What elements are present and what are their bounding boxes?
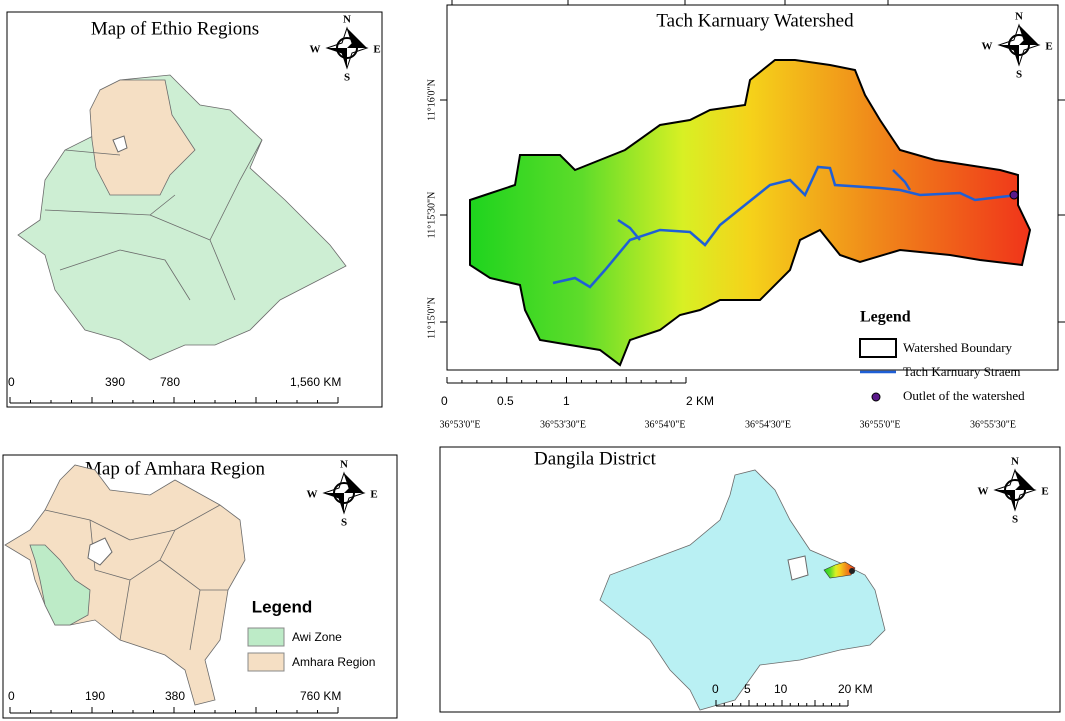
scale-label: 390 xyxy=(105,375,125,389)
scale-label: 2 KM xyxy=(686,394,714,408)
compass-label: E xyxy=(373,44,380,56)
district-shape xyxy=(599,469,886,711)
compass-fill xyxy=(995,470,1035,510)
longitude-label: 36°55'0"E xyxy=(860,419,901,430)
legend-swatch xyxy=(247,627,285,647)
watershed-boundary xyxy=(469,59,1032,367)
legend-label: Watershed Boundary xyxy=(903,340,1013,355)
compass-label: W xyxy=(982,41,993,53)
compass-label: S xyxy=(344,72,350,84)
compass-label: S xyxy=(341,517,347,529)
panel-frame xyxy=(6,11,383,408)
lake xyxy=(87,537,113,566)
lake xyxy=(112,135,128,153)
scale-label: 1 xyxy=(563,394,570,408)
legend-swatch xyxy=(247,652,285,672)
scale-label: 10 xyxy=(774,682,788,696)
compass-fill xyxy=(327,28,367,68)
panel-frame xyxy=(446,4,1059,371)
ethiopia-shape xyxy=(17,74,347,361)
longitude-label: 36°53'30"E xyxy=(540,419,586,430)
awi-zone-shape xyxy=(29,544,91,626)
scale-label: 380 xyxy=(165,689,185,703)
legend-title: Legend xyxy=(860,309,911,326)
panel-title: Dangila District xyxy=(534,448,657,469)
panel-frame xyxy=(2,454,398,719)
amhara-region-shape xyxy=(89,79,196,196)
panel-frame xyxy=(439,446,1061,713)
compass-label: E xyxy=(1041,486,1048,498)
stream xyxy=(892,169,912,191)
compass-label: N xyxy=(1015,11,1023,23)
compass-label: N xyxy=(340,459,348,471)
scale-label: 20 KM xyxy=(838,682,873,696)
lake xyxy=(787,555,809,581)
scale-label: 1,560 KM xyxy=(290,375,341,389)
compass-label: W xyxy=(310,44,321,56)
scale-label: 0 xyxy=(712,682,719,696)
legend-label: Tach Karnuary Straem xyxy=(903,364,1020,379)
graticule-ticks xyxy=(440,0,1065,323)
compass-label: N xyxy=(343,14,351,26)
longitude-label: 36°54'0"E xyxy=(645,419,686,430)
zone-boundaries xyxy=(44,504,228,651)
compass-label: S xyxy=(1016,69,1022,81)
scale-label: 0 xyxy=(8,689,15,703)
legend-label: Awi Zone xyxy=(292,630,342,644)
scale-label: 760 KM xyxy=(300,689,341,703)
latitude-label: 11°15'30"N xyxy=(426,192,437,239)
scale-label: 0 xyxy=(8,375,15,389)
legend-swatch xyxy=(871,392,881,402)
stream xyxy=(552,165,1019,289)
scale-label: 0.5 xyxy=(497,394,514,408)
scale-label: 190 xyxy=(85,689,105,703)
outlet-point xyxy=(1009,190,1019,200)
legend-label: Outlet of the watershed xyxy=(903,388,1025,403)
compass-fill xyxy=(324,473,364,513)
legend-label: Amhara Region xyxy=(292,655,375,669)
compass-label: W xyxy=(307,489,318,501)
region-boundaries xyxy=(44,139,263,301)
panel-title: Tach Karnuary Watershed xyxy=(656,10,854,31)
watershed-location xyxy=(823,561,856,579)
compass-fill xyxy=(999,25,1039,65)
longitude-label: 36°53'0"E xyxy=(440,419,481,430)
amhara-shape xyxy=(4,464,246,706)
latitude-label: 11°16'0"N xyxy=(426,79,437,121)
scale-label: 5 xyxy=(744,682,751,696)
stream xyxy=(617,218,641,241)
outlet-point xyxy=(849,568,855,574)
panel-title: Map of Amhara Region xyxy=(85,458,265,479)
legend-swatch xyxy=(859,338,897,358)
legend-title: Legend xyxy=(252,597,312,616)
scale-label: 780 xyxy=(160,375,180,389)
compass-label: W xyxy=(978,486,989,498)
scale-label: 0 xyxy=(441,394,448,408)
latitude-label: 11°15'0"N xyxy=(426,297,437,339)
compass-label: E xyxy=(370,489,377,501)
compass-label: E xyxy=(1045,41,1052,53)
longitude-label: 36°54'30"E xyxy=(745,419,791,430)
compass-label: N xyxy=(1011,456,1019,468)
compass-label: S xyxy=(1012,514,1018,526)
panel-title: Map of Ethio Regions xyxy=(91,18,259,39)
longitude-label: 36°55'30"E xyxy=(970,419,1016,430)
